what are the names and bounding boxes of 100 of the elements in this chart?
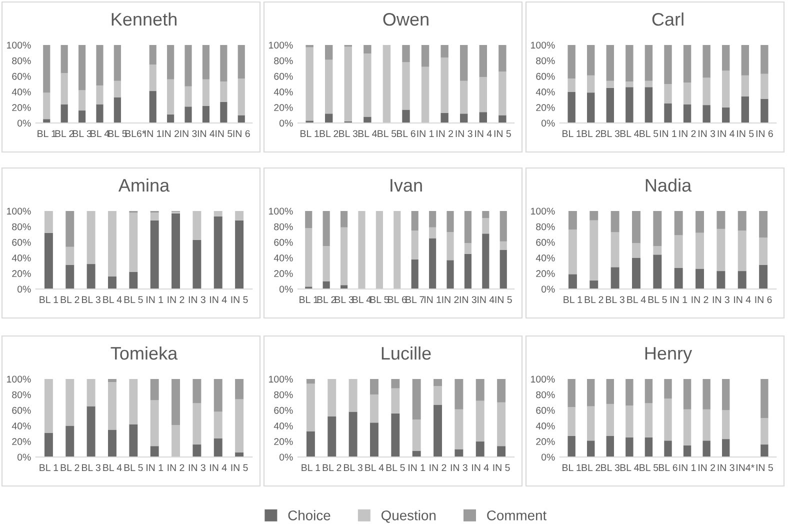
bar xyxy=(322,211,330,246)
chart-title: Amina xyxy=(118,178,170,192)
bar xyxy=(325,114,333,123)
bar xyxy=(460,114,468,123)
bar xyxy=(434,386,442,405)
bar xyxy=(500,211,507,242)
bar xyxy=(644,403,653,438)
bar xyxy=(402,45,410,62)
x-tick-label: BL 4 xyxy=(103,464,122,471)
bar xyxy=(464,242,472,254)
bar xyxy=(114,45,121,81)
bar xyxy=(760,418,768,445)
bar xyxy=(306,384,315,432)
bar xyxy=(644,379,653,404)
y-tick-label: 0% xyxy=(17,286,31,293)
y-tick-label: 0% xyxy=(279,454,293,461)
bar xyxy=(759,211,768,238)
x-tick-label: IN 4 xyxy=(472,464,489,471)
chart-title: Carl xyxy=(652,12,684,26)
bar xyxy=(114,80,121,98)
bar xyxy=(500,250,507,289)
bar xyxy=(568,92,576,123)
bar xyxy=(683,45,692,82)
bar xyxy=(498,115,506,123)
bar xyxy=(482,211,490,218)
bar xyxy=(626,379,634,406)
x-tick-label: BL 3 xyxy=(601,464,620,472)
bar xyxy=(606,45,614,81)
bar xyxy=(664,398,672,441)
y-tick-label: 40% xyxy=(274,254,293,262)
bar xyxy=(108,382,116,430)
bar xyxy=(568,379,576,408)
x-tick-label: IN 5 xyxy=(495,296,512,304)
chart-title: Ivan xyxy=(390,179,422,192)
x-tick-label: BL 2 xyxy=(60,464,80,471)
y-tick-label: 60% xyxy=(536,406,555,414)
bar xyxy=(149,91,156,123)
bar xyxy=(590,280,598,289)
bar xyxy=(498,72,506,116)
x-tick-label: IN 3 xyxy=(460,296,476,304)
bar xyxy=(220,82,228,102)
x-tick-label: IN 2 xyxy=(442,296,459,303)
x-tick-label: BL 3 xyxy=(82,464,100,472)
x-tick-label: IN 4 xyxy=(475,130,492,137)
x-tick-label: IN 6 xyxy=(755,296,772,304)
y-tick-label: 60% xyxy=(274,406,293,414)
x-tick-label: IN 5 xyxy=(231,464,248,472)
y-tick-label: 20% xyxy=(12,104,31,112)
bar xyxy=(722,70,730,108)
x-tick-label: IN 5 xyxy=(216,130,232,138)
bar xyxy=(568,78,576,92)
bar xyxy=(722,410,730,440)
y-tick-label: 100% xyxy=(7,42,31,49)
bar xyxy=(402,62,410,110)
bar xyxy=(440,112,448,123)
bar xyxy=(454,379,464,410)
x-tick-label: IN 2 xyxy=(692,296,708,303)
x-tick-label: IN 4 xyxy=(210,296,227,303)
bar xyxy=(391,379,400,388)
bar xyxy=(760,98,768,123)
bar xyxy=(664,104,672,123)
bar xyxy=(322,281,330,289)
bar xyxy=(382,45,391,123)
bar xyxy=(328,416,336,457)
bar xyxy=(238,115,245,123)
bar xyxy=(587,75,595,93)
bar xyxy=(587,440,595,457)
bar xyxy=(664,440,672,457)
y-tick-label: 60% xyxy=(274,72,293,80)
bar xyxy=(348,379,358,412)
y-tick-label: 80% xyxy=(536,57,555,64)
bar xyxy=(44,379,53,433)
bar xyxy=(722,107,730,123)
bar xyxy=(305,228,312,287)
y-tick-label: 100% xyxy=(531,376,555,383)
x-tick-label: BL 4 xyxy=(620,464,639,471)
x-tick-label: BL 1 xyxy=(300,296,318,303)
y-tick-label: 40% xyxy=(12,254,31,262)
x-tick-label: IN 5 xyxy=(493,464,510,472)
bar xyxy=(644,80,653,88)
bar xyxy=(500,241,507,250)
bar xyxy=(464,254,472,289)
bar xyxy=(674,211,683,236)
bar xyxy=(606,80,614,88)
x-tick-label: IN 2 xyxy=(168,464,184,471)
bar xyxy=(202,106,210,123)
bar xyxy=(238,78,245,116)
y-tick-label: 40% xyxy=(12,88,31,96)
bar xyxy=(460,45,468,81)
x-tick-label: BL 6 xyxy=(396,130,416,138)
bar xyxy=(305,211,312,228)
bar xyxy=(150,212,159,220)
bar xyxy=(214,438,222,457)
x-tick-label: BL 1 xyxy=(302,464,320,471)
bar xyxy=(702,409,710,441)
x-tick-label: BL 3 xyxy=(601,130,620,138)
bar xyxy=(340,227,348,286)
bar xyxy=(129,212,138,272)
bar xyxy=(429,211,436,228)
bar xyxy=(96,104,104,123)
